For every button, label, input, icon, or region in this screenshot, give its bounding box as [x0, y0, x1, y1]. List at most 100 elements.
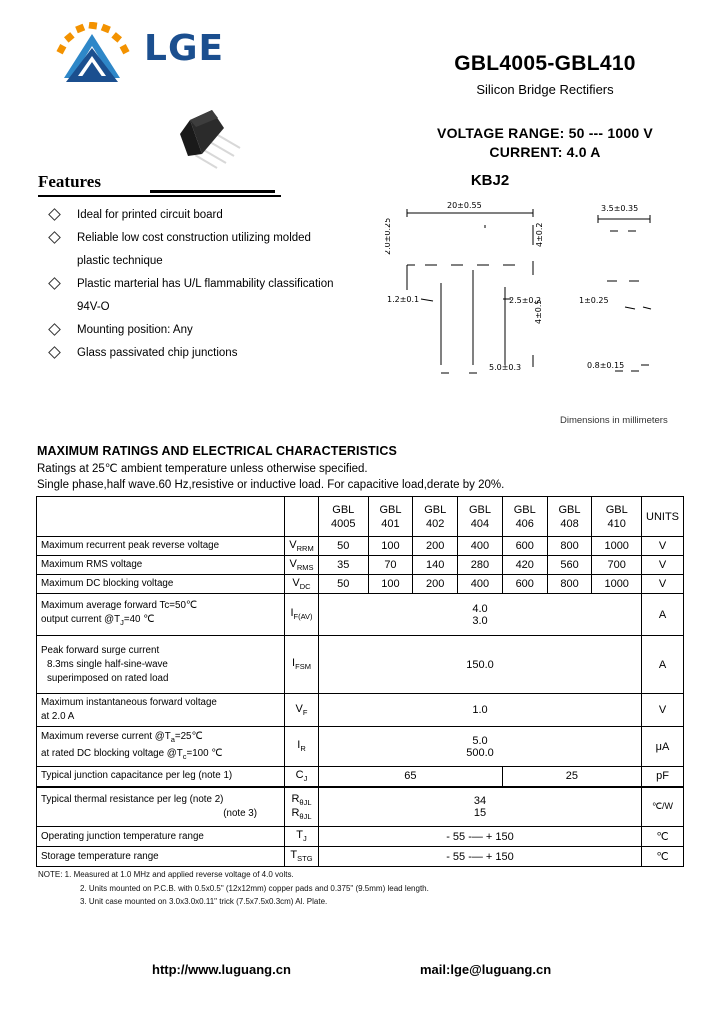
footer-website-link[interactable]: http://www.luguang.cn — [152, 962, 291, 977]
cell-value: 600 — [501, 574, 548, 594]
feature-text: Reliable low cost construction utilizing… — [77, 232, 311, 244]
cell-value: 50 — [318, 574, 369, 594]
dim-lead-pitch: 1.2±0.1 — [387, 295, 419, 304]
row-value-merged: 5.0 500.0 — [318, 726, 642, 767]
table-row-vdc: Maximum DC blocking voltage VDC 50 100 2… — [36, 574, 684, 594]
cell-value: 700 — [591, 555, 642, 575]
row-symbol: IFSM — [284, 635, 319, 694]
part-suffix: 402 — [426, 517, 445, 530]
part-prefix: GBL — [424, 503, 447, 516]
ratings-note-line-1: Ratings at 25℃ ambient temperature unles… — [37, 463, 368, 475]
cell-value: 280 — [457, 555, 503, 575]
part-suffix: 406 — [515, 517, 534, 530]
specifications-table: GBL 4005 GBL 401 GBL 402 GBL 404 GBL 406… — [36, 496, 684, 867]
cell-value: 50 — [318, 536, 369, 556]
feature-text: Mounting position: Any — [77, 324, 193, 336]
part-suffix: 408 — [560, 517, 579, 530]
row-desc: Peak forward surge current 8.3ms single … — [36, 635, 285, 694]
dim-height-left: 2.0±0.25 — [385, 218, 392, 255]
header-part-gbl404: GBL 404 — [457, 496, 503, 537]
row-desc-line-2: (note 3) — [223, 807, 257, 819]
row-desc-line-2: output current @TJ=40 ℃ — [41, 614, 155, 627]
dim-width-top: 20±0.55 — [447, 201, 482, 210]
dim-side-b: 2.5±0.2 — [509, 296, 541, 305]
header-part-gbl4005: GBL 4005 — [318, 496, 369, 537]
row-desc: Maximum instantaneous forward voltage at… — [36, 693, 285, 727]
part-suffix: 4005 — [331, 517, 356, 530]
page-title: GBL4005-GBL410 — [454, 52, 636, 75]
feature-item: Plastic marterial has U/L flammability c… — [38, 276, 338, 292]
table-row-rth: Typical thermal resistance per leg (note… — [36, 785, 684, 827]
note-1: NOTE: 1. Measured at 1.0 MHz and applied… — [38, 870, 294, 879]
dim-right-mid: 1±0.25 — [579, 296, 609, 305]
feature-text-continued: 94V-O — [77, 301, 110, 313]
row-unit: ℃ — [641, 826, 684, 847]
footer-email-link[interactable]: mail:lge@luguang.cn — [420, 962, 552, 977]
value-line-1: 34 — [473, 794, 487, 807]
row-desc-line-1: Typical thermal resistance per leg (note… — [41, 793, 224, 805]
voltage-range-label: VOLTAGE RANGE: 50 --- 1000 V — [437, 125, 653, 141]
table-row-tstg: Storage temperature range TSTG - 55 -— +… — [36, 846, 684, 867]
cell-value: 1000 — [591, 574, 642, 594]
value-line-1: 5.0 — [472, 734, 488, 747]
row-value-merged: 34 15 — [318, 785, 642, 827]
cell-value: 600 — [501, 536, 548, 556]
cell-value: 200 — [412, 574, 459, 594]
row-unit: A — [641, 593, 684, 636]
header-part-gbl410: GBL 410 — [591, 496, 642, 537]
row-symbol: VF — [284, 693, 319, 727]
symbol-line-1: RθJL — [291, 792, 312, 807]
dim-side-c: 4±0.5 — [534, 299, 543, 324]
table-row-ifsm: Peak forward surge current 8.3ms single … — [36, 635, 684, 694]
part-prefix: GBL — [605, 503, 628, 516]
company-logo: LGE — [48, 21, 328, 84]
dim-side-a: 4±0.2 — [535, 222, 544, 247]
diamond-bullet-icon — [48, 231, 61, 244]
value-line-2: 500.0 — [466, 746, 494, 759]
row-symbol: VDC — [284, 574, 319, 594]
row-value-merged: - 55 -— + 150 — [318, 846, 642, 867]
row-symbol: VRMS — [284, 555, 319, 575]
row-desc: Maximum RMS voltage — [36, 555, 285, 575]
value-line-2: 15 — [473, 806, 487, 819]
row-unit: pF — [641, 766, 684, 787]
header-blank-desc — [36, 496, 285, 537]
table-row-vrms: Maximum RMS voltage VRMS 35 70 140 280 4… — [36, 555, 684, 575]
logo-wordmark: LGE — [144, 28, 225, 69]
row-desc-line-1: Maximum reverse current @Ta=25℃ — [41, 730, 203, 744]
cell-value: 200 — [412, 536, 459, 556]
row-unit: V — [641, 536, 684, 556]
row-unit: V — [641, 555, 684, 575]
feature-item: Ideal for printed circuit board — [38, 207, 338, 223]
note-3: 3. Unit case mounted on 3.0x3.0x0.11" tr… — [80, 897, 328, 906]
row-desc: Maximum average forward Tc=50℃ output cu… — [36, 593, 285, 636]
feature-item: Mounting position: Any — [38, 322, 338, 338]
lge-mountain-logo-icon — [48, 21, 136, 84]
cell-value: 35 — [318, 555, 369, 575]
row-unit: V — [641, 574, 684, 594]
header-part-gbl406: GBL 406 — [501, 496, 548, 537]
photo-underline — [150, 190, 275, 193]
row-desc-line-2: at rated DC blocking voltage @Tc=100 ℃ — [41, 747, 223, 761]
row-desc-line-2: 8.3ms single half-sine-wave — [47, 658, 168, 670]
header-part-gbl401: GBL 401 — [367, 496, 414, 537]
table-header-row: GBL 4005 GBL 401 GBL 402 GBL 404 GBL 406… — [36, 496, 684, 537]
feature-text: Ideal for printed circuit board — [77, 209, 223, 221]
value-line-2: 3.0 — [472, 614, 488, 627]
note-2: 2. Units mounted on P.C.B. with 0.5x0.5"… — [80, 883, 429, 893]
cell-value-group-2: 25 — [501, 766, 643, 787]
dimension-caption: Dimensions in millimeters — [560, 415, 668, 426]
row-symbol: TSTG — [284, 846, 319, 867]
cell-value: 560 — [546, 555, 593, 575]
row-unit: μA — [641, 726, 684, 767]
row-desc-line-2: at 2.0 A — [41, 711, 75, 722]
features-section: Features Ideal for printed circuit board… — [38, 172, 338, 368]
diamond-bullet-icon — [48, 346, 61, 359]
header-part-gbl402: GBL 402 — [412, 496, 459, 537]
table-row-vrrm: Maximum recurrent peak reverse voltage V… — [36, 536, 684, 556]
cell-value: 420 — [501, 555, 548, 575]
feature-item: Glass passivated chip junctions — [38, 345, 338, 361]
part-prefix: GBL — [513, 503, 536, 516]
row-desc: Maximum recurrent peak reverse voltage — [36, 536, 285, 556]
part-prefix: GBL — [558, 503, 581, 516]
